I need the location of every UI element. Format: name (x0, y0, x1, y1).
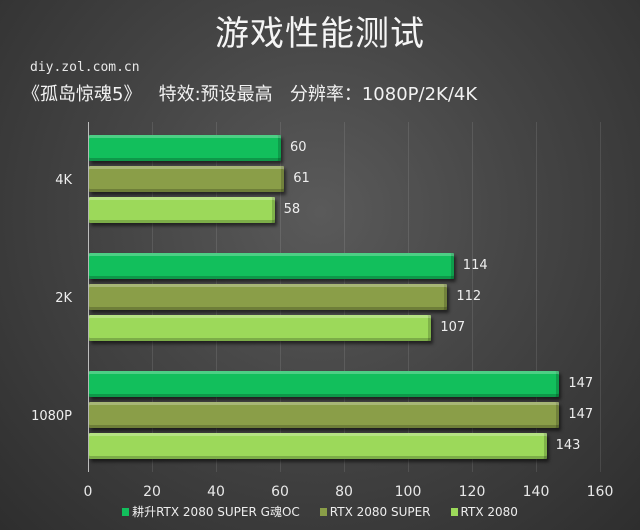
x-tick-label: 20 (143, 484, 161, 500)
site-watermark: diy.zol.com.cn (30, 60, 140, 75)
data-label: 112 (456, 289, 482, 304)
data-label: 114 (462, 258, 488, 273)
legend-label: RTX 2080 SUPER (329, 504, 431, 519)
data-label: 60 (290, 140, 307, 155)
legend-item: RTX 2080 (450, 503, 518, 520)
x-tick-label: 120 (458, 484, 486, 500)
gridline (536, 122, 537, 472)
bar (89, 402, 560, 428)
data-label: 107 (440, 320, 466, 335)
data-label: 58 (283, 202, 301, 217)
x-tick-label: 40 (207, 484, 225, 500)
data-label: 143 (555, 438, 581, 453)
bar (89, 371, 560, 397)
bar (89, 284, 448, 310)
bar (89, 433, 547, 459)
x-tick-label: 80 (335, 484, 353, 500)
bar (89, 135, 281, 161)
bar (89, 166, 285, 192)
chart-title: 游戏性能测试 (215, 14, 425, 54)
gridline (472, 122, 473, 472)
x-tick-label: 140 (522, 484, 550, 500)
x-tick-label: 60 (271, 484, 289, 500)
legend-swatch-icon (319, 507, 327, 516)
legend-item: RTX 2080 SUPER (319, 503, 431, 520)
x-tick-label: 100 (394, 484, 422, 500)
legend: 耕升RTX 2080 SUPER G魂OC RTX 2080 SUPER RTX 2… (0, 503, 640, 520)
y-axis-line (88, 122, 89, 472)
bar (89, 253, 454, 279)
data-label: 147 (568, 407, 594, 422)
x-tick-label: 160 (586, 484, 614, 500)
bar (89, 315, 432, 341)
legend-label: RTX 2080 (460, 504, 518, 519)
category-label: 1080P (31, 409, 72, 424)
category-label: 4K (55, 173, 72, 188)
x-tick-label: 0 (83, 484, 93, 500)
legend-item: 耕升RTX 2080 SUPER G魂OC (122, 503, 300, 520)
legend-swatch-icon (450, 507, 458, 516)
data-label: 61 (293, 171, 310, 186)
category-label: 2K (55, 291, 72, 306)
chart-subtitle: 《孤岛惊魂5》 特效:预设最高 分辨率：1080P/2K/4K (22, 84, 478, 105)
data-label: 147 (568, 376, 594, 391)
legend-swatch-icon (122, 507, 130, 516)
bar (89, 197, 275, 223)
legend-label: 耕升RTX 2080 SUPER G魂OC (132, 505, 300, 519)
gridline (600, 122, 601, 472)
